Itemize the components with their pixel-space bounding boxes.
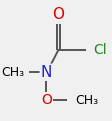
Text: Cl: Cl [93, 43, 106, 57]
Text: O: O [41, 93, 51, 107]
Text: CH₃: CH₃ [75, 94, 98, 107]
Text: CH₃: CH₃ [1, 66, 24, 79]
Text: O: O [52, 7, 64, 22]
Text: N: N [40, 65, 52, 80]
